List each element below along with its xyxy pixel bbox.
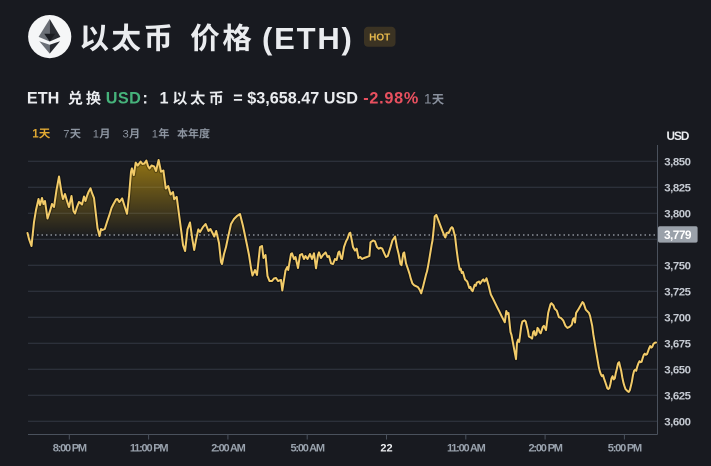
svg-text:2:00 PM: 2:00 PM bbox=[529, 442, 563, 454]
svg-text:1: 1 bbox=[160, 90, 169, 108]
svg-text:3,725: 3,725 bbox=[664, 287, 691, 299]
svg-text:22: 22 bbox=[380, 442, 392, 454]
svg-text:3,825: 3,825 bbox=[664, 183, 691, 195]
svg-text:3,650: 3,650 bbox=[664, 365, 690, 377]
svg-text:3,779: 3,779 bbox=[664, 228, 692, 242]
svg-text:11:00 PM: 11:00 PM bbox=[130, 442, 169, 454]
svg-text:USD: USD bbox=[667, 129, 690, 143]
svg-text:3,850: 3,850 bbox=[664, 157, 690, 169]
svg-text:HOT: HOT bbox=[369, 33, 390, 44]
svg-text:USD: USD bbox=[106, 90, 142, 108]
svg-text:= $3,658.47 USD: = $3,658.47 USD bbox=[233, 90, 358, 108]
svg-text:1: 1 bbox=[152, 129, 158, 141]
svg-text:5:00 PM: 5:00 PM bbox=[608, 442, 642, 454]
svg-text:7: 7 bbox=[63, 129, 69, 141]
svg-text:1: 1 bbox=[93, 129, 99, 141]
svg-text:ETH: ETH bbox=[27, 90, 59, 108]
svg-text:8:00 PM: 8:00 PM bbox=[53, 442, 87, 454]
svg-text:3,800: 3,800 bbox=[664, 209, 690, 221]
svg-text:5:00 AM: 5:00 AM bbox=[291, 442, 325, 454]
svg-text:3,625: 3,625 bbox=[664, 391, 691, 403]
svg-text:3,675: 3,675 bbox=[664, 339, 691, 351]
svg-text:3,600: 3,600 bbox=[664, 417, 690, 429]
svg-text:2:00 AM: 2:00 AM bbox=[211, 442, 245, 454]
svg-text:3,750: 3,750 bbox=[664, 261, 690, 273]
svg-text:3,700: 3,700 bbox=[664, 313, 690, 325]
svg-text:(ETH): (ETH) bbox=[262, 21, 354, 56]
svg-text:11:00 AM: 11:00 AM bbox=[447, 442, 486, 454]
svg-text::: : bbox=[143, 90, 148, 108]
svg-text:1: 1 bbox=[32, 129, 39, 141]
svg-text:3: 3 bbox=[123, 129, 129, 141]
svg-text:1: 1 bbox=[424, 92, 432, 107]
svg-text:-2.98%: -2.98% bbox=[363, 90, 419, 108]
